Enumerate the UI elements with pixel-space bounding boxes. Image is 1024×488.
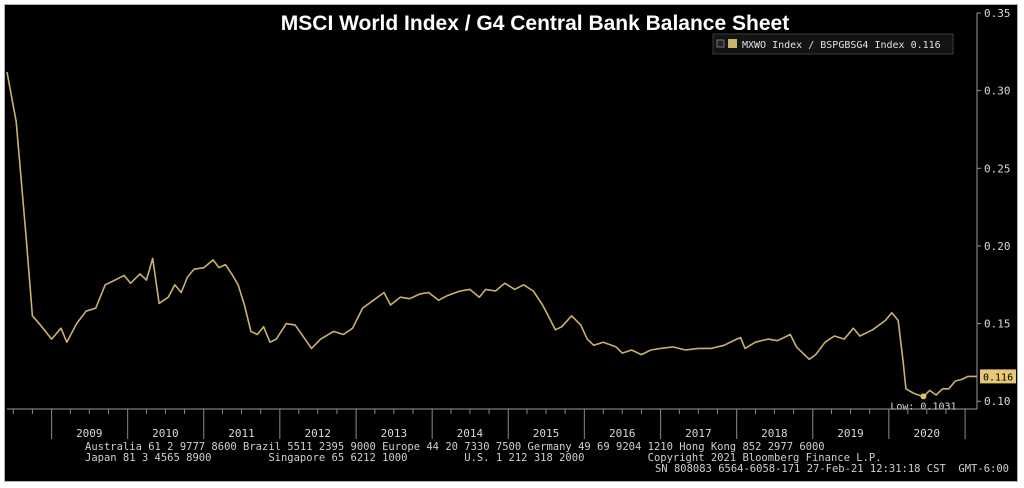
x-tick-label: 2010 (152, 427, 179, 440)
y-tick-label: 0.20 (984, 240, 1011, 253)
x-tick-label: 2019 (837, 427, 864, 440)
x-tick-label: 2020 (914, 427, 941, 440)
annotation-layer: Low: 0.1031 0.116 (890, 369, 1016, 412)
x-tick-label: 2015 (533, 427, 560, 440)
low-annotation: Low: 0.1031 (890, 401, 956, 412)
chart-frame: MSCI World Index / G4 Central Bank Balan… (4, 4, 1018, 482)
last-value-box (980, 369, 1016, 384)
x-tick-label: 2014 (457, 427, 484, 440)
x-tick-label: 2011 (228, 427, 255, 440)
legend-box (712, 33, 954, 55)
footer-line-2: Japan 81 3 4565 8900 Singapore 65 6212 1… (85, 452, 882, 464)
y-tick-label: 0.10 (984, 395, 1011, 408)
chart-title: MSCI World Index / G4 Central Bank Balan… (281, 12, 789, 35)
x-axis: 2009 2010 2011 2012 2013 2014 2015 2016 2017 2018… (7, 408, 977, 440)
legend-label: MXWO Index / BSPGBSG4 Index 0.116 (742, 40, 941, 51)
chart-svg: MSCI World Index / G4 Central Bank Balan… (6, 7, 1016, 475)
footer-line-3: SN 808083 6564-6058-171 27-Feb-21 12:31:… (655, 463, 1009, 475)
legend-toggle-icon[interactable] (716, 39, 725, 48)
y-tick-label: 0.25 (984, 162, 1011, 175)
x-tick-label: 2016 (609, 427, 636, 440)
plot-area (6, 71, 977, 398)
legend-swatch (728, 39, 737, 48)
x-tick-label: 2012 (305, 427, 332, 440)
x-tick-label: 2018 (761, 427, 788, 440)
x-tick-label: 2017 (685, 427, 712, 440)
series-line (6, 71, 977, 398)
legend: MXWO Index / BSPGBSG4 Index 0.116 (712, 33, 954, 55)
y-tick-label: 0.35 (984, 7, 1011, 20)
y-tick-label: 0.15 (984, 318, 1011, 331)
footer-line-1: Australia 61 2 9777 8600 Brazil 5511 239… (85, 441, 825, 453)
x-tick-label: 2013 (381, 427, 408, 440)
footer: Australia 61 2 9777 8600 Brazil 5511 239… (85, 441, 1009, 475)
last-value-label: 0.116 (983, 372, 1013, 383)
y-axis: 0.35 0.30 0.25 0.20 0.15 0.10 (976, 7, 1011, 409)
low-point-marker (920, 393, 927, 400)
x-tick-label: 2009 (76, 427, 103, 440)
y-tick-label: 0.30 (984, 85, 1011, 98)
